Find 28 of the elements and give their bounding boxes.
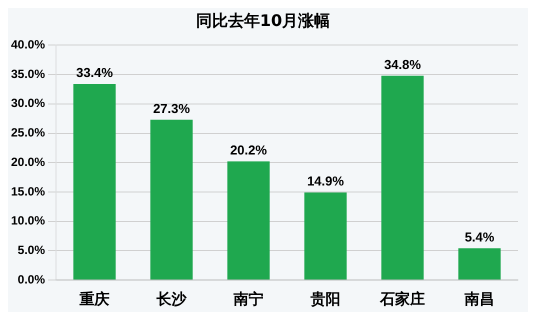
bar bbox=[381, 76, 424, 280]
data-label: 20.2% bbox=[230, 142, 268, 158]
x-tick-label: 长沙 bbox=[156, 290, 188, 308]
bar bbox=[304, 192, 347, 280]
chart-title: 同比去年10月涨幅 bbox=[196, 10, 330, 30]
y-tick-label: 40.0% bbox=[10, 38, 46, 52]
data-label: 27.3% bbox=[153, 100, 190, 116]
bar bbox=[150, 120, 193, 280]
y-tick-label: 5.0% bbox=[18, 242, 46, 257]
y-tick-label: 20.0% bbox=[10, 154, 46, 169]
y-tick-label: 35.0% bbox=[10, 66, 46, 81]
bar bbox=[73, 84, 116, 280]
y-tick-label: 15.0% bbox=[10, 184, 46, 198]
bar bbox=[227, 161, 270, 280]
data-label: 14.9% bbox=[307, 174, 344, 189]
data-label: 5.4% bbox=[464, 229, 495, 244]
y-tick-label: 25.0% bbox=[10, 126, 46, 140]
x-tick-label: 南昌 bbox=[464, 290, 494, 308]
y-tick-label: 0.0% bbox=[18, 272, 46, 286]
x-tick-label: 南宁 bbox=[232, 290, 264, 308]
y-tick-label: 10.0% bbox=[10, 214, 46, 228]
data-label: 34.8% bbox=[384, 56, 422, 72]
bar bbox=[458, 248, 501, 280]
x-tick-label: 重庆 bbox=[78, 290, 110, 308]
x-tick-label: 贵阳 bbox=[310, 290, 341, 308]
data-label: 33.4% bbox=[76, 65, 114, 80]
x-tick-label: 石家庄 bbox=[379, 290, 426, 308]
y-tick-label: 30.0% bbox=[10, 96, 46, 110]
